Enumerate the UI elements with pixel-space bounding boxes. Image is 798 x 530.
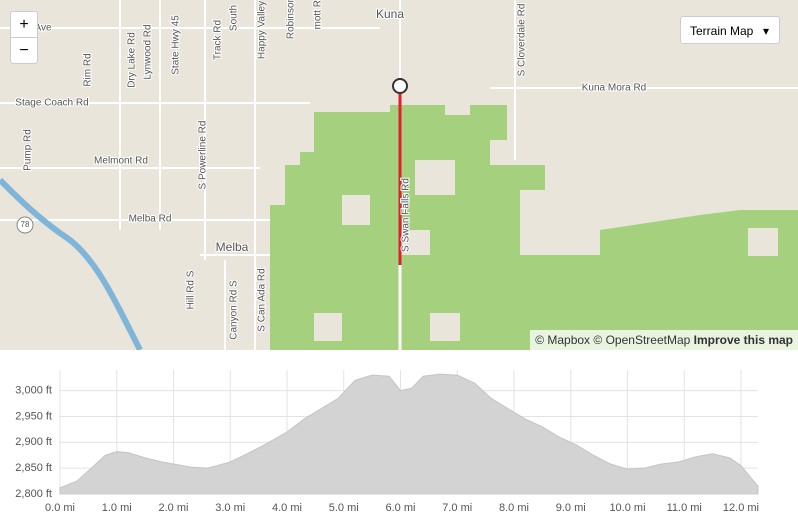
map-label: South	[229, 5, 240, 31]
zoom-in[interactable]: +	[10, 11, 38, 38]
zoom-out[interactable]: −	[10, 37, 38, 64]
x-tick-label: 11.0 mi	[667, 502, 702, 514]
map-label: S Swan Falls Rd	[401, 178, 412, 252]
x-tick-label: 4.0 mi	[272, 502, 302, 514]
x-tick-label: 7.0 mi	[442, 502, 472, 514]
map-label: Melba	[216, 240, 249, 254]
attr-mapbox[interactable]: © Mapbox	[535, 333, 591, 347]
attr-improve[interactable]: Improve this map	[693, 333, 793, 347]
private-land	[314, 160, 778, 341]
river	[0, 177, 143, 350]
route-shield	[16, 216, 34, 234]
attr-osm[interactable]: © OpenStreetMap	[593, 333, 691, 347]
layer-select[interactable]: Terrain Map ▾	[680, 16, 780, 44]
attribution: © Mapbox © OpenStreetMap Improve this ma…	[530, 330, 798, 350]
map-label: S Can Ada Rd	[257, 268, 268, 331]
elevation-area	[59, 373, 759, 495]
map-label: Dry Lake Rd	[127, 32, 138, 88]
x-tick-label: 0.0 mi	[45, 502, 75, 514]
x-tick-label: 5.0 mi	[329, 502, 359, 514]
x-tick-label: 9.0 mi	[556, 502, 586, 514]
y-tick-label: 2,800 ft	[15, 488, 52, 500]
map-label: Kuna	[376, 7, 404, 21]
map-label: Robinson	[286, 0, 297, 39]
y-tick-label: 2,850 ft	[15, 462, 52, 474]
map-label: State Hwy 45	[171, 15, 182, 75]
x-tick-label: 10.0 mi	[609, 502, 645, 514]
x-tick-label: 8.0 mi	[499, 502, 529, 514]
elevation-chart: 2,800 ft 2,850 ft 2,900 ft 2,950 ft 3,000 ft…	[15, 370, 759, 514]
y-tick-label: 2,950 ft	[15, 410, 52, 422]
map-label: Kuna Mora Rd	[582, 83, 646, 94]
map-label: S Powerline Rd	[198, 121, 209, 190]
map-label: Lynwood Rd	[143, 24, 154, 79]
map-label: mott Rd	[313, 0, 324, 30]
map-label: Ave	[34, 23, 51, 34]
map-label: Melmont Rd	[94, 156, 148, 167]
map-label: Rim Rd	[83, 53, 94, 86]
map-label: 78	[21, 220, 30, 229]
finish-flag	[392, 78, 408, 94]
x-tick-label: 6.0 mi	[386, 502, 416, 514]
map-label: Stage Coach Rd	[15, 98, 88, 109]
x-tick-label: 12.0 mi	[723, 502, 759, 514]
layer-label: Terrain Map	[690, 24, 754, 38]
roads	[0, 0, 798, 350]
map-label: Pump Rd	[23, 129, 34, 171]
map: Kuna Kuna Mora Rd Stage Coach Rd Melmont Rd…	[0, 0, 798, 350]
map-label: Track Rd	[213, 20, 224, 60]
map-label: Happy Valley	[257, 1, 268, 59]
map-label: Melba Rd	[129, 214, 172, 225]
y-tick-label: 3,000 ft	[15, 385, 52, 397]
map-label: Hill Rd S	[186, 270, 197, 309]
y-tick-label: 2,900 ft	[15, 436, 52, 448]
x-tick-label: 3.0 mi	[215, 502, 245, 514]
x-tick-label: 2.0 mi	[159, 502, 189, 514]
map-label: Canyon Rd S	[229, 280, 240, 340]
map-label: S Cloverdale Rd	[517, 4, 528, 77]
dropdown-caret: ▾	[762, 24, 769, 38]
x-tick-label: 1.0 mi	[102, 502, 132, 514]
